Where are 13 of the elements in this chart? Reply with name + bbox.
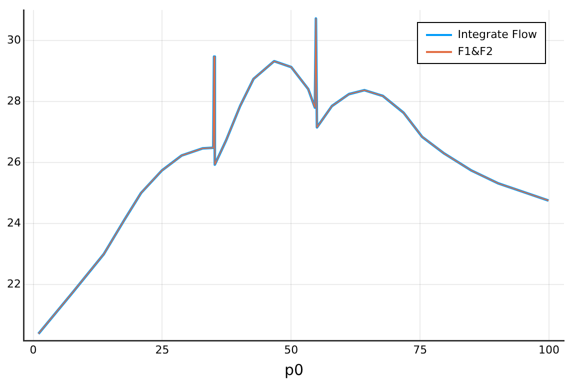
y-tick-label: 28 xyxy=(6,94,21,108)
y-tick-label: 22 xyxy=(6,277,21,290)
x-tick-label: 25 xyxy=(155,343,170,356)
y-tick-label: 30 xyxy=(6,33,21,46)
y-tick-label: 24 xyxy=(6,216,21,230)
x-axis-title: p0 xyxy=(284,360,304,379)
x-tick-label: 75 xyxy=(413,343,428,356)
x-tick-label: 100 xyxy=(538,343,560,356)
legend-label: Integrate Flow xyxy=(458,28,537,41)
x-tick-label: 0 xyxy=(30,343,37,356)
legend-label: F1&F2 xyxy=(458,45,493,58)
y-tick-label: 26 xyxy=(6,155,21,168)
x-tick-label: 50 xyxy=(284,343,298,356)
